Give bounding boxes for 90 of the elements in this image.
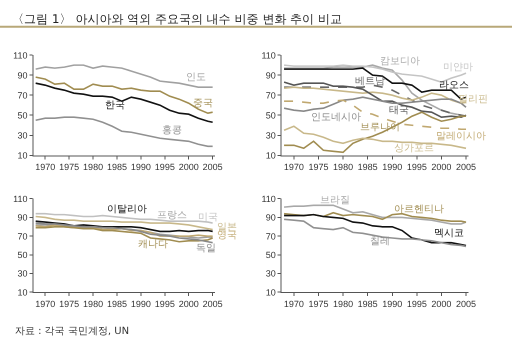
series-label: 태국 xyxy=(389,105,409,116)
y-tick-label: 50 xyxy=(266,110,276,120)
x-tick-label: 1990 xyxy=(130,162,151,172)
y-tick-label: 70 xyxy=(17,90,28,100)
text: 자료 : 각국 국민계정, UN xyxy=(15,326,130,337)
series-label: 필리핀 xyxy=(458,94,488,105)
series-label: 중국 xyxy=(193,98,213,109)
line-series xyxy=(283,212,467,223)
y-tick-label: 30 xyxy=(266,130,276,140)
x-tick-label: 1985 xyxy=(106,299,128,310)
series-label: 이탈리아 xyxy=(107,204,147,215)
y-tick-label: 90 xyxy=(266,212,276,223)
x-tick-label: 2000 xyxy=(178,162,199,172)
y-tick-label: 50 xyxy=(17,110,28,120)
x-tick-label: 1990 xyxy=(382,162,402,172)
x-tick-label: 1970 xyxy=(35,299,56,310)
x-tick-label: 2005 xyxy=(202,299,223,310)
x-tick-label: 1975 xyxy=(308,299,328,310)
line-series xyxy=(34,116,214,148)
y-tick-label: 10 xyxy=(266,150,276,160)
y-tick-label: 90 xyxy=(17,70,28,80)
series-label: 홍콩 xyxy=(162,125,182,136)
y-tick-label: 50 xyxy=(266,250,276,260)
x-tick-label: 1990 xyxy=(382,299,402,310)
y-tick-label: 10 xyxy=(266,287,276,298)
x-tick-label: 1990 xyxy=(130,299,151,310)
series-label: 멕시코 xyxy=(434,228,464,239)
y-tick-label: 10 xyxy=(17,150,28,160)
x-tick-label: 1980 xyxy=(83,299,104,310)
line-series xyxy=(283,204,467,225)
series-label: 독일 xyxy=(196,243,216,254)
y-tick-label: 110 xyxy=(261,50,276,60)
x-tick-label: 1975 xyxy=(59,299,80,310)
x-tick-label: 2000 xyxy=(178,299,199,310)
x-tick-label: 1970 xyxy=(284,162,304,172)
series-label: 칠레 xyxy=(370,236,390,247)
series-label: 말레이시아 xyxy=(436,131,486,142)
y-tick-label: 50 xyxy=(17,250,28,260)
y-tick-label: 70 xyxy=(17,231,28,242)
y-tick-label: 90 xyxy=(266,70,276,80)
series-label: 라오스 xyxy=(439,80,469,91)
y-tick-label: 110 xyxy=(261,194,276,204)
series-label: 일본 xyxy=(217,222,237,233)
series-label: 베트남 xyxy=(355,76,385,87)
series-label: 캄보디아 xyxy=(380,56,420,67)
y-tick-label: 70 xyxy=(266,90,276,100)
series-label: 한국 xyxy=(105,100,125,111)
x-tick-label: 2005 xyxy=(456,299,476,310)
series-label: 캐나다 xyxy=(138,239,168,250)
x-tick-label: 1995 xyxy=(154,299,175,310)
series-label: 싱가포르 xyxy=(394,143,434,154)
series-label: 미국 xyxy=(198,212,218,223)
series-label: 인도네시아 xyxy=(311,112,361,123)
y-tick-label: 110 xyxy=(13,194,28,204)
y-tick-label: 70 xyxy=(266,231,276,242)
series-label: 프랑스 xyxy=(157,210,187,221)
line-series xyxy=(283,214,467,246)
y-tick-label: 30 xyxy=(17,268,28,279)
x-tick-label: 1970 xyxy=(284,299,304,310)
y-tick-label: 110 xyxy=(13,50,28,60)
x-tick-label: 2005 xyxy=(456,162,476,172)
y-tick-label: 10 xyxy=(17,287,28,298)
x-tick-label: 1985 xyxy=(358,299,378,310)
series-label: 아르헨티나 xyxy=(394,204,444,215)
x-tick-label: 1975 xyxy=(59,162,80,172)
x-tick-label: 1995 xyxy=(406,299,427,310)
x-tick-label: 1985 xyxy=(358,162,378,172)
x-tick-label: 2000 xyxy=(431,162,452,172)
line-series xyxy=(34,82,214,124)
x-tick-label: 1985 xyxy=(106,162,128,172)
line-series xyxy=(34,64,214,88)
x-tick-label: 1980 xyxy=(333,162,354,172)
y-tick-label: 30 xyxy=(266,268,276,279)
x-tick-label: 1980 xyxy=(83,162,104,172)
line-series xyxy=(34,220,214,232)
x-tick-label: 1970 xyxy=(35,162,56,172)
series-label: 브라질 xyxy=(320,195,350,206)
x-tick-label: 1980 xyxy=(333,299,354,310)
chart-title: 〈그림 1〉 아시아와 역외 주요국의 내수 비중 변화 추이 비교 xyxy=(12,12,342,26)
series-label: 영국 xyxy=(217,230,237,241)
series-label: 미얀마 xyxy=(443,62,473,73)
y-tick-label: 90 xyxy=(17,212,28,223)
line-series xyxy=(283,218,467,248)
x-tick-label: 2005 xyxy=(202,162,223,172)
x-tick-label: 1995 xyxy=(154,162,175,172)
series-label: 인도 xyxy=(186,72,206,83)
x-tick-label: 1995 xyxy=(406,162,427,172)
x-tick-label: 1975 xyxy=(308,162,328,172)
x-tick-label: 2000 xyxy=(431,299,452,310)
y-tick-label: 30 xyxy=(17,130,28,140)
